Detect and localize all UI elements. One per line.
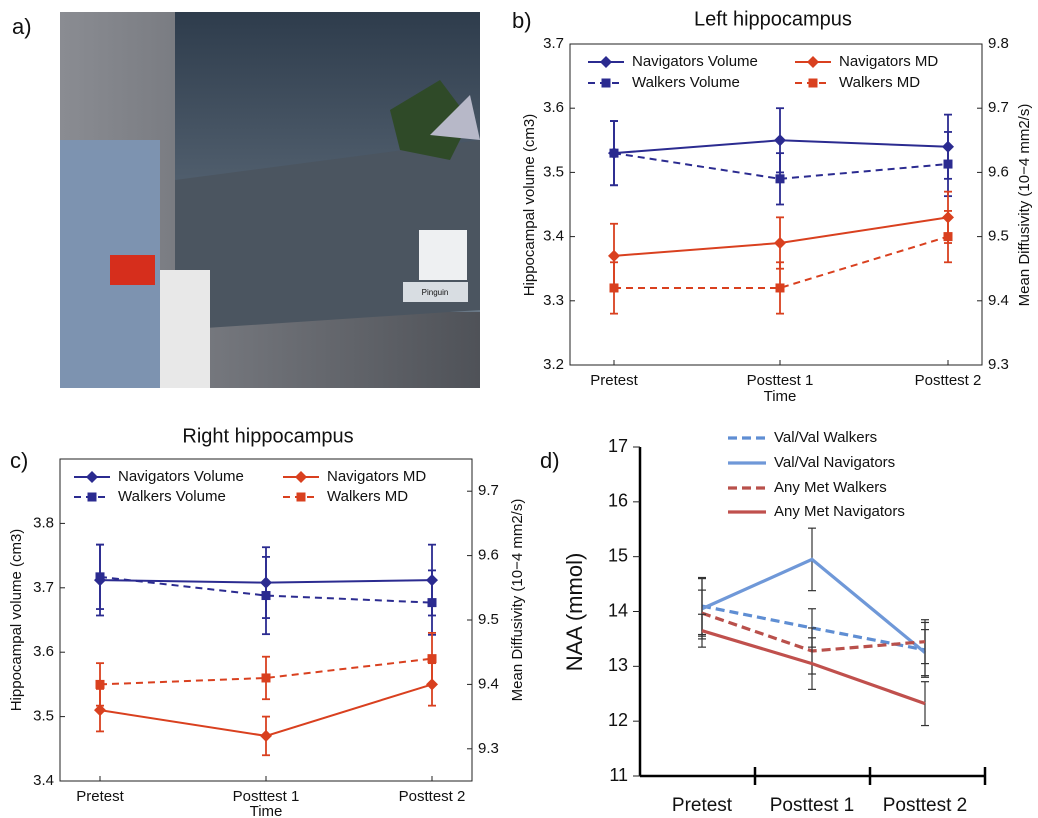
legend-marker (807, 56, 819, 68)
y-tick-label: 3.6 (543, 99, 564, 116)
legend-label: Val/Val Walkers (774, 429, 877, 446)
legend-label: Walkers MD (839, 74, 920, 91)
x-tick-label: Pretest (672, 795, 733, 816)
x-axis-label: Time (764, 388, 797, 405)
marker (610, 149, 619, 158)
x-tick-label: Posttest 2 (399, 788, 466, 805)
legend-label: Navigators MD (839, 53, 938, 70)
legend-label: Navigators MD (327, 468, 426, 485)
series-line (702, 613, 925, 651)
marker (776, 174, 785, 183)
series-line (702, 631, 925, 704)
marker (428, 654, 437, 663)
y-tick-label: 12 (608, 710, 628, 730)
y2-axis-label: Mean Diffusivity (10−4 mm2/s) (509, 499, 526, 702)
y2-tick-label: 9.3 (478, 740, 499, 757)
x-axis-label: Time (250, 803, 283, 818)
y2-tick-label: 9.6 (478, 547, 499, 564)
y2-tick-label: 9.7 (478, 482, 499, 499)
legend-label: Walkers Volume (632, 74, 740, 91)
y-tick-label: 3.3 (543, 292, 564, 309)
series-line (614, 217, 948, 256)
chart-title: Right hippocampus (182, 425, 353, 447)
marker (262, 673, 271, 682)
legend-label: Walkers MD (327, 488, 408, 505)
marker (944, 232, 953, 241)
x-tick-label: Posttest 1 (747, 372, 814, 389)
screen-label: Pinguin (422, 288, 449, 297)
marker (96, 572, 105, 581)
y-tick-label: 3.6 (33, 643, 54, 660)
y-axis-label: Hippocampal volume (cm3) (8, 529, 25, 712)
y2-tick-label: 9.5 (478, 611, 499, 628)
marker (260, 730, 272, 742)
y-tick-label: 17 (608, 436, 628, 456)
y2-tick-label: 9.8 (988, 35, 1009, 52)
marker (428, 598, 437, 607)
penguin-picture (419, 230, 467, 280)
y-tick-label: 3.4 (33, 772, 54, 789)
y2-tick-label: 9.4 (478, 675, 499, 692)
marker (774, 237, 786, 249)
y-tick-label: 3.5 (33, 708, 54, 725)
panel-label: d) (540, 448, 560, 473)
marker (776, 283, 785, 292)
panel-label: a) (12, 14, 32, 39)
panel-label: b) (512, 8, 532, 33)
y-tick-label: 3.8 (33, 514, 54, 531)
y-tick-label: 11 (609, 765, 628, 785)
x-tick-label: Pretest (590, 372, 638, 389)
y2-tick-label: 9.4 (988, 292, 1009, 309)
legend-marker (809, 79, 818, 88)
figure: Pinguin a) Left hippocampus b) 3.2 3.3 3.4 3.… (0, 0, 1038, 818)
legend-label: Any Met Navigators (774, 503, 905, 520)
y-axis-label: NAA (mmol) (562, 553, 587, 672)
legend-marker (295, 471, 307, 483)
legend-label: Walkers Volume (118, 488, 226, 505)
legend-label: Any Met Walkers (774, 479, 887, 496)
legend-marker (86, 471, 98, 483)
marker (96, 680, 105, 689)
legend-marker (88, 493, 97, 502)
legend-label: Val/Val Navigators (774, 454, 895, 471)
x-tick-label: Pretest (76, 788, 124, 805)
red-button (110, 255, 155, 285)
y-tick-label: 3.7 (543, 35, 564, 52)
marker (262, 591, 271, 600)
y-tick-label: 14 (608, 600, 628, 620)
x-tick-label: Posttest 2 (883, 795, 968, 816)
legend-marker (602, 79, 611, 88)
y2-tick-label: 9.6 (988, 163, 1009, 180)
y2-tick-label: 9.3 (988, 356, 1009, 373)
panel-label: c) (10, 448, 28, 473)
photo: Pinguin (60, 12, 480, 388)
series-line (702, 559, 925, 652)
marker (774, 134, 786, 146)
marker (608, 250, 620, 262)
y2-tick-label: 9.7 (988, 99, 1009, 116)
legend-marker (297, 493, 306, 502)
y-tick-label: 16 (608, 491, 628, 511)
y-tick-label: 13 (608, 655, 628, 675)
marker (610, 283, 619, 292)
legend-label: Navigators Volume (632, 53, 758, 70)
y-tick-label: 3.5 (543, 163, 564, 180)
x-tick-label: Posttest 2 (915, 372, 982, 389)
y2-tick-label: 9.5 (988, 228, 1009, 245)
legend-label: Navigators Volume (118, 468, 244, 485)
y-tick-label: 15 (608, 545, 628, 565)
chart-title: Left hippocampus (694, 8, 852, 30)
marker (944, 160, 953, 169)
y-axis-label: Hippocampal volume (cm3) (521, 114, 538, 297)
y-tick-label: 3.2 (543, 356, 564, 373)
y-tick-label: 3.4 (543, 228, 564, 245)
y-tick-label: 3.7 (33, 579, 54, 596)
legend-marker (600, 56, 612, 68)
walker-frame (160, 270, 210, 388)
y2-axis-label: Mean Diffusivity (10−4 mm2/s) (1016, 104, 1033, 307)
x-tick-label: Posttest 1 (770, 795, 855, 816)
